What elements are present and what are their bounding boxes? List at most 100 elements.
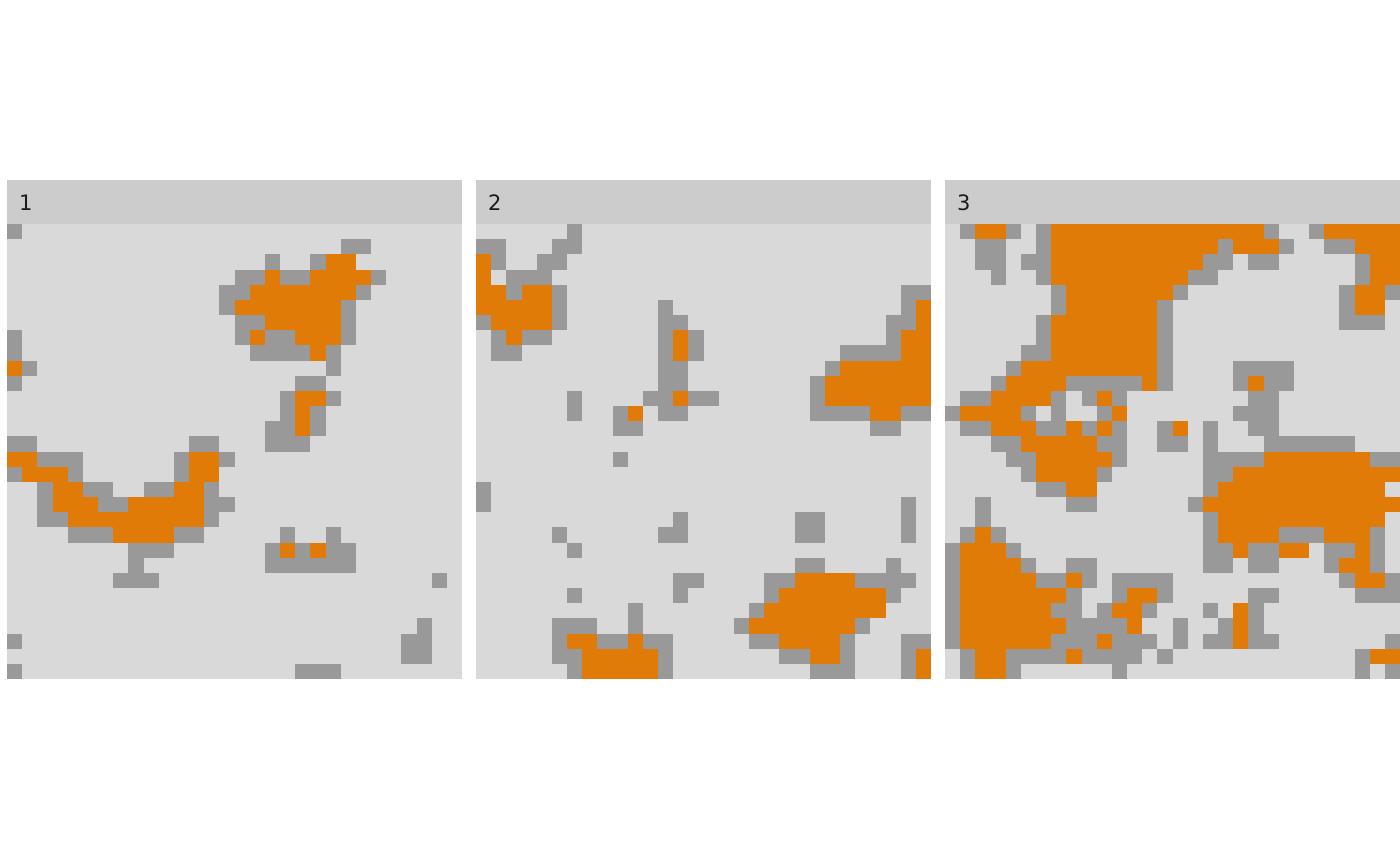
heatmap-cell [491, 406, 506, 421]
heatmap-cell [447, 558, 462, 573]
heatmap-cell [855, 512, 870, 527]
heatmap-cell [1173, 391, 1188, 406]
heatmap-cell [688, 421, 704, 436]
heatmap-cell [886, 376, 901, 391]
heatmap-cell [506, 634, 522, 649]
heatmap-cell [991, 436, 1006, 452]
heatmap-cell [447, 603, 462, 618]
heatmap-cell [356, 497, 371, 512]
heatmap-cell [1385, 270, 1400, 285]
heatmap-cell [825, 497, 840, 512]
heatmap-cell [265, 436, 280, 452]
heatmap-cell [113, 421, 128, 436]
heatmap-cell [764, 588, 779, 603]
heatmap-cell [1370, 618, 1385, 634]
heatmap-cell [144, 254, 159, 270]
heatmap-cell [810, 239, 825, 254]
heatmap-cell [37, 406, 53, 421]
heatmap-cell [53, 376, 68, 391]
heatmap-cell [417, 634, 432, 649]
heatmap-cell [901, 497, 916, 512]
heatmap-cell [1066, 649, 1082, 664]
heatmap-cell [265, 527, 280, 543]
heatmap-cell [960, 512, 975, 527]
heatmap-cell [764, 376, 779, 391]
heatmap-cell [159, 482, 174, 497]
heatmap-cell [417, 527, 432, 543]
heatmap-cell [250, 618, 265, 634]
heatmap-cell [567, 588, 582, 603]
heatmap-cell [916, 224, 931, 239]
heatmap-cell [113, 376, 128, 391]
heatmap-cell [128, 603, 144, 618]
heatmap-cell [386, 558, 401, 573]
heatmap-cell [886, 482, 901, 497]
heatmap-cell [810, 224, 825, 239]
heatmap-cell [673, 467, 688, 482]
heatmap-cell [886, 239, 901, 254]
heatmap-cell [975, 315, 991, 330]
heatmap-cell [597, 558, 613, 573]
heatmap-cell [144, 573, 159, 588]
heatmap-cell [295, 285, 310, 300]
heatmap-cell [870, 436, 886, 452]
heatmap-cell [371, 497, 386, 512]
heatmap-cell [1036, 588, 1051, 603]
heatmap-cell [1173, 482, 1188, 497]
heatmap-cell [1173, 543, 1188, 558]
heatmap-cell [83, 467, 98, 482]
heatmap-cell [280, 345, 295, 361]
heatmap-cell [1036, 376, 1051, 391]
heatmap-cell [597, 603, 613, 618]
heatmap-cell [432, 618, 447, 634]
heatmap-cell [945, 512, 960, 527]
heatmap-cell [506, 239, 522, 254]
heatmap-cell [1385, 482, 1400, 497]
heatmap-cell [704, 270, 719, 285]
heatmap-cell [795, 558, 810, 573]
heatmap-cell [597, 270, 613, 285]
heatmap-cell [1051, 634, 1066, 649]
heatmap-cell [537, 224, 552, 239]
heatmap-cell [235, 558, 250, 573]
heatmap-cell [371, 452, 386, 467]
heatmap-cell [1233, 527, 1248, 543]
heatmap-cell [22, 558, 37, 573]
heatmap-cell [673, 618, 688, 634]
heatmap-cell [432, 315, 447, 330]
heatmap-cell [1097, 270, 1112, 285]
heatmap-cell [704, 558, 719, 573]
heatmap-cell [174, 664, 189, 679]
heatmap-cell [1264, 482, 1279, 497]
heatmap-cell [341, 376, 356, 391]
heatmap-cell [68, 315, 83, 330]
heatmap-cell [250, 300, 265, 315]
heatmap-cell [447, 634, 462, 649]
heatmap-cell [159, 345, 174, 361]
heatmap-cell [98, 573, 113, 588]
heatmap-cell [189, 573, 204, 588]
heatmap-cell [855, 497, 870, 512]
heatmap-cell [840, 649, 855, 664]
heatmap-cell [552, 285, 567, 300]
heatmap-cell [582, 361, 597, 376]
heatmap-cell [552, 558, 567, 573]
heatmap-cell [401, 497, 417, 512]
heatmap-cell [960, 345, 975, 361]
heatmap-cell [945, 634, 960, 649]
heatmap-cell [628, 649, 643, 664]
heatmap-cell [1233, 497, 1248, 512]
heatmap-cell [1066, 406, 1082, 421]
heatmap-cell [235, 634, 250, 649]
heatmap-cell [522, 345, 537, 361]
heatmap-cell [1006, 664, 1021, 679]
heatmap-cell [1233, 543, 1248, 558]
heatmap-cell [1127, 649, 1142, 664]
heatmap-cell [341, 224, 356, 239]
heatmap-cell [673, 436, 688, 452]
heatmap-cell [1355, 406, 1370, 421]
heatmap-cell [37, 634, 53, 649]
heatmap-cell [795, 467, 810, 482]
heatmap-cell [1385, 406, 1400, 421]
heatmap-cell [280, 482, 295, 497]
